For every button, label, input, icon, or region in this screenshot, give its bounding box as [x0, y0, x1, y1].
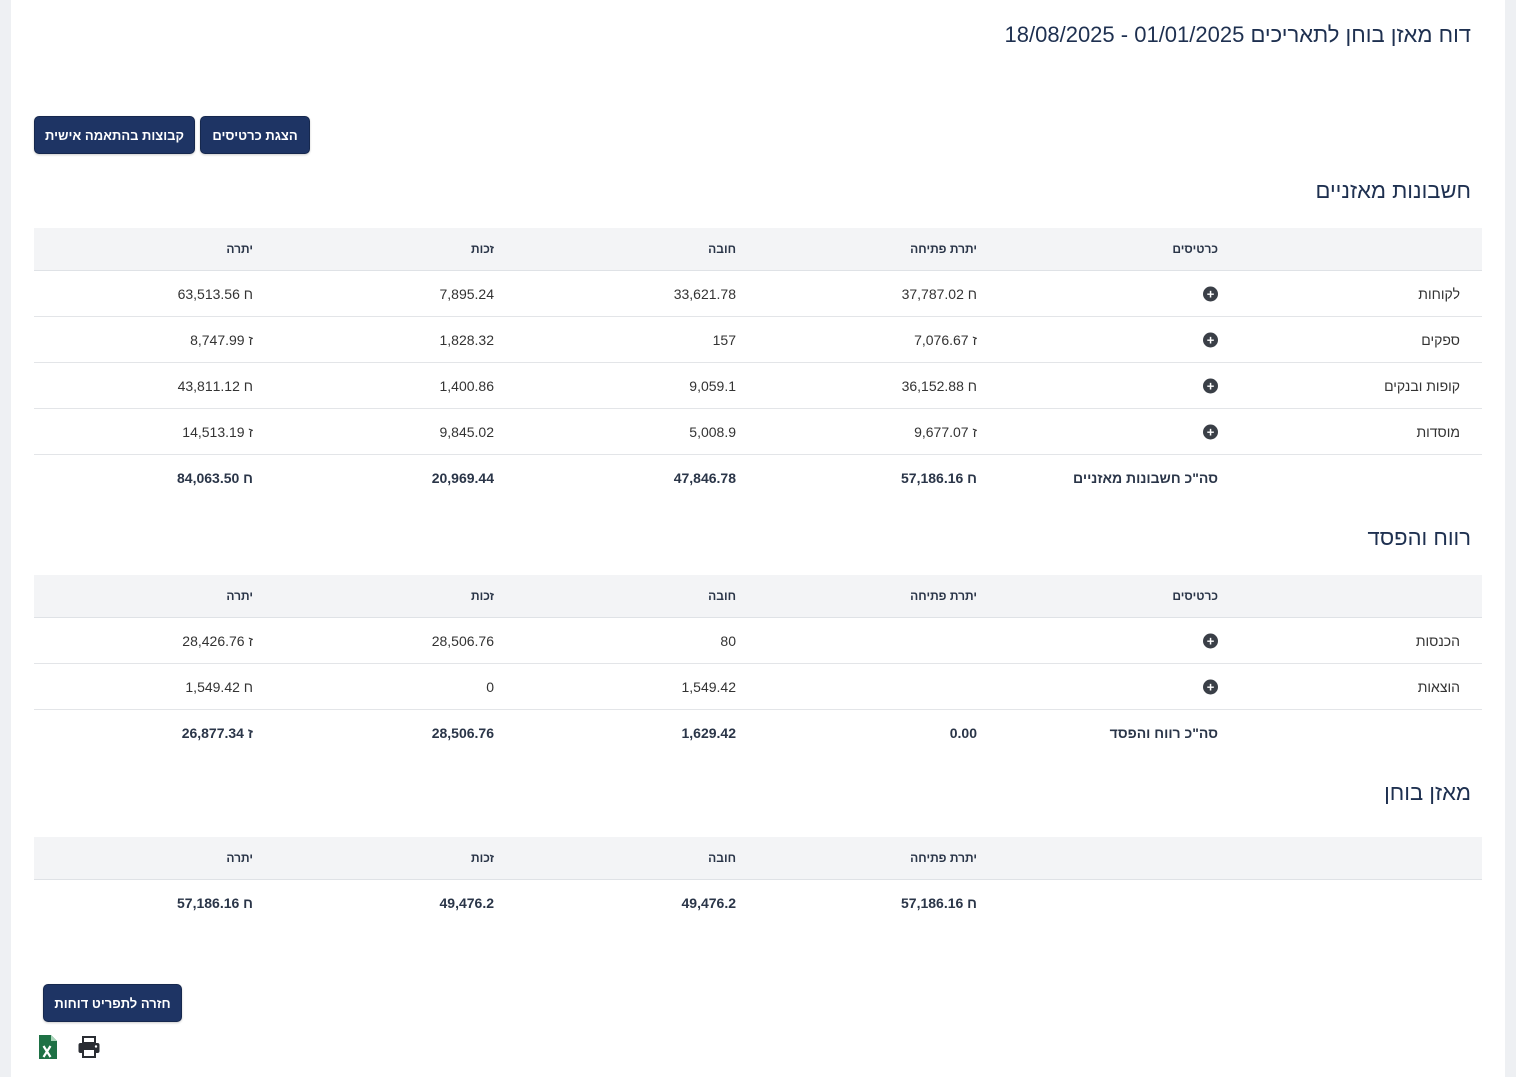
table-row: מוסדות + ז 9,677.07 5,008.9 9,845.02 ז 1… [34, 409, 1482, 455]
row-balance: ח 63,513.56 [177, 285, 253, 302]
custom-groups-button[interactable]: קבוצות בהתאמה אישית [34, 116, 195, 154]
row-balance: ז 28,426.76 [182, 632, 253, 649]
print-icon[interactable] [77, 1035, 101, 1059]
total-label: סה"כ חשבונות מאזניים [1073, 470, 1218, 486]
table-header: יתרת פתיחה חובה זכות יתרה [34, 837, 1482, 880]
excel-export-icon[interactable] [37, 1034, 59, 1060]
total-row: סה"כ חשבונות מאזניים ח 57,186.16 47,846.… [34, 455, 1482, 501]
total-balance: ח 57,186.16 [177, 895, 253, 911]
col-cards: כרטיסים [1172, 242, 1218, 256]
table-row: הוצאות + 1,549.42 0 ח 1,549.42 [34, 664, 1482, 710]
show-cards-button[interactable]: הצגת כרטיסים [200, 116, 310, 154]
col-balance: יתרה [226, 242, 253, 256]
row-opening: ז 9,677.07 [914, 423, 977, 440]
total-label: סה"כ רווח והפסד [1109, 725, 1218, 741]
row-name: ספקים [1421, 331, 1460, 348]
total-opening: 0.00 [949, 725, 977, 741]
table-row: לקוחות + ח 37,787.02 33,621.78 7,895.24 … [34, 271, 1482, 317]
plus-circle-icon[interactable]: + [1203, 286, 1218, 301]
table-row: ספקים + ז 7,076.67 157 1,828.32 ז 8,747.… [34, 317, 1482, 363]
row-debit: 5,008.9 [689, 423, 736, 440]
row-name: לקוחות [1418, 285, 1460, 302]
report-panel: דוח מאזן בוחן לתאריכים 01/01/2025 - 18/0… [11, 0, 1505, 1077]
col-balance: יתרה [226, 851, 253, 865]
row-debit: 9,059.1 [689, 377, 736, 394]
row-name: הוצאות [1417, 678, 1460, 695]
row-balance: ח 43,811.12 [177, 377, 253, 394]
plus-circle-icon[interactable]: + [1203, 378, 1218, 393]
total-credit: 28,506.76 [431, 725, 494, 741]
row-name: מוסדות [1416, 423, 1460, 440]
profit-loss-title: רווח והפסד [1367, 525, 1471, 550]
plus-circle-icon[interactable]: + [1203, 332, 1218, 347]
row-name: קופות ובנקים [1384, 377, 1460, 394]
col-balance: יתרה [226, 589, 253, 603]
row-credit: 0 [486, 678, 494, 695]
row-credit: 28,506.76 [431, 632, 494, 649]
row-credit: 1,828.32 [439, 331, 495, 348]
table-row: קופות ובנקים + ח 36,152.88 9,059.1 1,400… [34, 363, 1482, 409]
total-row: ח 57,186.16 49,476.2 49,476.2 ח 57,186.1… [34, 880, 1482, 926]
col-debit: חובה [708, 242, 736, 256]
balance-sheet-title: חשבונות מאזניים [1315, 178, 1471, 203]
row-name: הכנסות [1415, 632, 1460, 649]
col-opening: יתרת פתיחה [910, 242, 977, 256]
row-opening: ח 37,787.02 [901, 285, 977, 302]
trial-balance-title: מאזן בוחן [1384, 780, 1471, 805]
row-opening: ז 7,076.67 [914, 331, 977, 348]
total-debit: 47,846.78 [673, 470, 736, 486]
balance-sheet-table: כרטיסים יתרת פתיחה חובה זכות יתרה לקוחות… [34, 228, 1482, 501]
col-cards: כרטיסים [1172, 589, 1218, 603]
row-debit: 157 [712, 331, 736, 348]
total-credit: 20,969.44 [431, 470, 494, 486]
row-opening: ח 36,152.88 [901, 377, 977, 394]
col-credit: זכות [470, 242, 494, 256]
col-credit: זכות [470, 851, 494, 865]
table-row: הכנסות + 80 28,506.76 ז 28,426.76 [34, 618, 1482, 664]
row-credit: 1,400.86 [439, 377, 495, 394]
row-credit: 7,895.24 [439, 285, 495, 302]
total-debit: 1,629.42 [681, 725, 737, 741]
total-debit: 49,476.2 [681, 895, 737, 911]
back-to-reports-button[interactable]: חזרה לתפריט דוחות [43, 984, 182, 1022]
col-credit: זכות [470, 589, 494, 603]
trial-balance-table: יתרת פתיחה חובה זכות יתרה ח 57,186.16 49… [34, 837, 1482, 926]
total-balance: ז 26,877.34 [181, 725, 253, 741]
col-opening: יתרת פתיחה [910, 589, 977, 603]
table-header: כרטיסים יתרת פתיחה חובה זכות יתרה [34, 228, 1482, 271]
export-icons [37, 1034, 101, 1060]
plus-circle-icon[interactable]: + [1203, 633, 1218, 648]
plus-circle-icon[interactable]: + [1203, 424, 1218, 439]
row-balance: ז 8,747.99 [190, 331, 253, 348]
plus-circle-icon[interactable]: + [1203, 679, 1218, 694]
col-debit: חובה [708, 851, 736, 865]
page-title: דוח מאזן בוחן לתאריכים 01/01/2025 - 18/0… [1004, 22, 1471, 47]
row-debit: 33,621.78 [673, 285, 736, 302]
col-debit: חובה [708, 589, 736, 603]
col-opening: יתרת פתיחה [910, 851, 977, 865]
row-debit: 1,549.42 [681, 678, 737, 695]
row-balance: ז 14,513.19 [182, 423, 253, 440]
total-row: סה"כ רווח והפסד 0.00 1,629.42 28,506.76 … [34, 710, 1482, 756]
profit-loss-table: כרטיסים יתרת פתיחה חובה זכות יתרה הכנסות… [34, 575, 1482, 756]
row-balance: ח 1,549.42 [185, 678, 253, 695]
table-header: כרטיסים יתרת פתיחה חובה זכות יתרה [34, 575, 1482, 618]
total-credit: 49,476.2 [439, 895, 495, 911]
total-opening: ח 57,186.16 [901, 470, 977, 486]
total-balance: ח 84,063.50 [177, 470, 253, 486]
row-credit: 9,845.02 [439, 423, 495, 440]
row-debit: 80 [720, 632, 736, 649]
total-opening: ח 57,186.16 [901, 895, 977, 911]
